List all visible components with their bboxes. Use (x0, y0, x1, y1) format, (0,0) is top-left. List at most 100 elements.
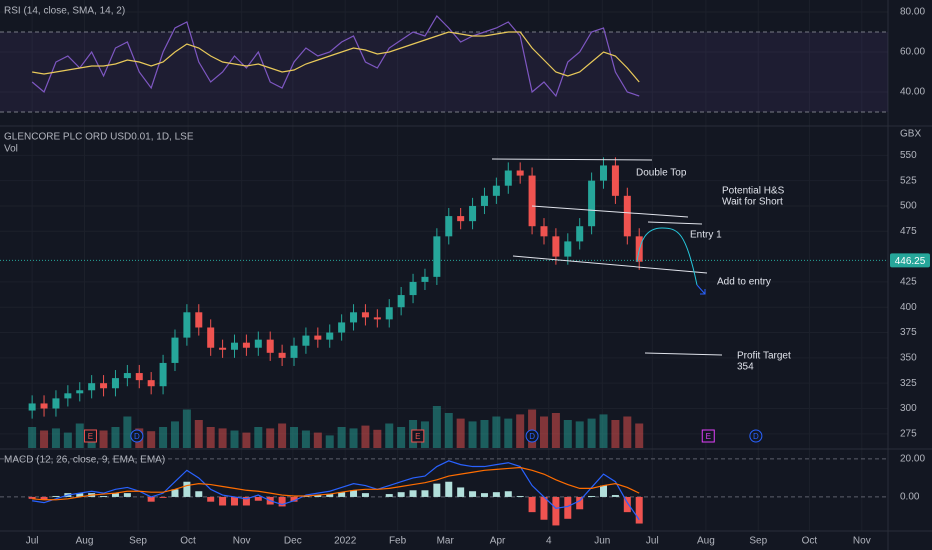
y-tick-label: 325 (900, 378, 917, 389)
candle-body (266, 339, 274, 353)
x-tick-label: Dec (284, 536, 302, 547)
volume-bar (563, 420, 572, 448)
macd-histogram (195, 491, 203, 497)
y-tick-label: 475 (900, 226, 917, 237)
x-tick-label: Aug (697, 536, 715, 547)
volume-bar (170, 421, 179, 448)
volume-bar (432, 406, 441, 448)
event-label: D (753, 432, 759, 441)
arrow (696, 284, 706, 295)
y-tick-label: 425 (900, 277, 917, 288)
volume-bar (230, 430, 239, 448)
macd-title: MACD (12, 26, close, 9, EMA, EMA) (4, 455, 165, 466)
candle-body (314, 335, 322, 340)
macd-histogram (338, 492, 346, 497)
projection-curve (636, 227, 698, 286)
trend-line (512, 255, 708, 274)
volume-bar (206, 427, 215, 448)
volume-bar (611, 420, 620, 448)
volume-bar (575, 421, 584, 448)
volume-bar (242, 432, 251, 448)
macd-histogram (457, 487, 465, 497)
macd-histogram (171, 489, 179, 497)
y-tick-label: 400 (900, 302, 917, 313)
candle-body (338, 322, 346, 333)
volume-bar (182, 409, 191, 448)
candle-body (361, 312, 369, 318)
candle-body (409, 281, 417, 296)
event-label: E (88, 432, 93, 441)
event-label: E (706, 432, 711, 441)
volume-bar (349, 428, 358, 448)
volume-bar (147, 431, 156, 448)
volume-bar (528, 409, 537, 448)
volume-bar (623, 416, 632, 448)
volume-bar (218, 428, 227, 448)
macd-histogram (623, 496, 631, 513)
volume-bar (337, 427, 346, 448)
candle-body (135, 373, 143, 381)
volume-bar (123, 416, 132, 448)
volume-bar (397, 427, 406, 448)
candle-body (100, 383, 108, 389)
macd-histogram (611, 495, 619, 497)
last-price-label: 446.25 (895, 256, 926, 267)
volume-bar (635, 423, 644, 448)
macd-histogram (361, 493, 369, 497)
candle-body (421, 276, 429, 282)
candle-body (457, 216, 465, 222)
candle-body (492, 185, 500, 196)
candle-body (373, 317, 381, 320)
event-label: D (134, 432, 140, 441)
macd-histogram (111, 493, 119, 497)
volume-bar (468, 421, 477, 448)
candle-body (576, 226, 584, 242)
volume-bar (51, 428, 60, 448)
macd-histogram (40, 496, 48, 500)
candle-body (123, 373, 131, 379)
rsi-title: RSI (14, close, SMA, 14, 2) (4, 6, 125, 17)
volume-bar (373, 429, 382, 448)
volume-bar (456, 418, 465, 448)
volume-bar (194, 420, 203, 448)
volume-bar (444, 413, 453, 448)
macd-histogram (242, 496, 250, 506)
x-tick-label: Oct (180, 536, 196, 547)
macd-histogram (540, 496, 548, 520)
event-marker (83, 429, 97, 443)
x-tick-label: Nov (853, 536, 871, 547)
volume-bar (325, 435, 334, 448)
candle-body (504, 170, 512, 186)
macd-histogram (290, 496, 298, 502)
candle-body (564, 241, 572, 257)
candle-body (111, 378, 119, 389)
candle-body (242, 342, 250, 348)
candle-body (88, 383, 96, 391)
candle-body (623, 195, 631, 237)
macd-histogram (600, 485, 608, 497)
macd-histogram (409, 490, 417, 497)
volume-bar (254, 427, 263, 448)
candle-body (433, 236, 441, 277)
macd-histogram (254, 496, 262, 501)
macd-histogram (278, 496, 286, 507)
volume-bar (551, 413, 560, 448)
volume-bar (40, 430, 49, 448)
macd-histogram (552, 496, 560, 526)
drawings (491, 158, 723, 356)
y-tick-label: 20.00 (900, 454, 925, 465)
volume-bar (420, 421, 429, 448)
candle-body (254, 339, 262, 348)
candle-body (290, 345, 298, 358)
candle-body (278, 352, 286, 358)
x-tick-label: Jul (26, 536, 39, 547)
candle-body (230, 342, 238, 350)
candle-body (28, 403, 36, 411)
macd-histogram (433, 483, 441, 497)
candle-body (600, 165, 608, 181)
candle-body (183, 312, 191, 338)
price-title: GLENCORE PLC ORD USD0.01, 1D, LSE (4, 132, 194, 143)
y-tick-label: 500 (900, 201, 917, 212)
macd-histogram (385, 494, 393, 497)
macd-histogram (528, 496, 536, 513)
